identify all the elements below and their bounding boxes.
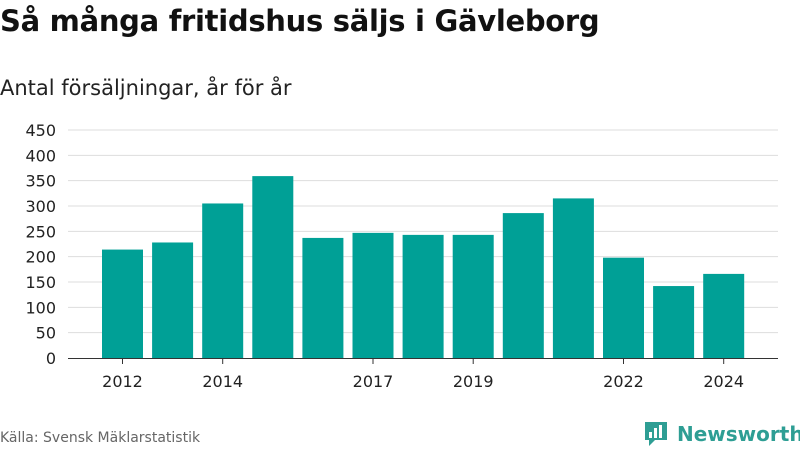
y-tick-label-200: 200 [25,248,56,267]
bar-2020 [502,213,544,358]
x-tick-label-2014: 2014 [202,372,243,391]
y-tick-label-100: 100 [25,298,56,317]
source-note: Källa: Svensk Mäklarstatistik [0,430,201,446]
bar-2021 [552,198,594,358]
y-tick-label-250: 250 [25,222,56,241]
x-tick-label-2017: 2017 [353,372,394,391]
bar-2017 [352,232,394,358]
bar-2016 [302,237,344,358]
y-tick-label-350: 350 [25,172,56,191]
y-tick-label-400: 400 [25,146,56,165]
y-tick-label-50: 50 [36,324,56,343]
bar-2015 [252,176,294,358]
y-tick-labels: 0 50 100 150 200 250 300 350 400 450 [25,121,56,368]
y-tick-label-300: 300 [25,197,56,216]
bar-2012 [102,249,143,358]
x-tick-label-2012: 2012 [102,372,143,391]
y-tick-label-150: 150 [25,273,56,292]
bar-2014 [202,203,244,358]
bar-chart: 0 50 100 150 200 250 300 350 400 450 2012 2014 2017… [25,121,778,391]
brand-name: Newsworthy [677,422,800,446]
newsworthy-brand: Newsworthy [643,420,800,448]
chart-subtitle: Antal försäljningar, år för år [0,76,292,100]
bar-2018 [402,234,444,358]
newsworthy-logo-icon [645,422,667,446]
y-tick-label-450: 450 [25,121,56,140]
x-tick-label-2019: 2019 [453,372,494,391]
x-tick-labels: 2012 2014 2017 2019 2022 2024 [102,358,744,391]
bar-2022 [603,257,644,358]
bar-2019 [452,234,494,358]
bar-2023 [653,286,695,358]
x-tick-label-2022: 2022 [603,372,644,391]
y-tick-label-0: 0 [46,349,56,368]
bars [102,176,745,358]
chart-title: Så många fritidshus säljs i Gävleborg [0,4,600,38]
x-tick-label-2024: 2024 [703,372,744,391]
bar-2024 [703,273,745,358]
bar-2013 [152,242,194,358]
